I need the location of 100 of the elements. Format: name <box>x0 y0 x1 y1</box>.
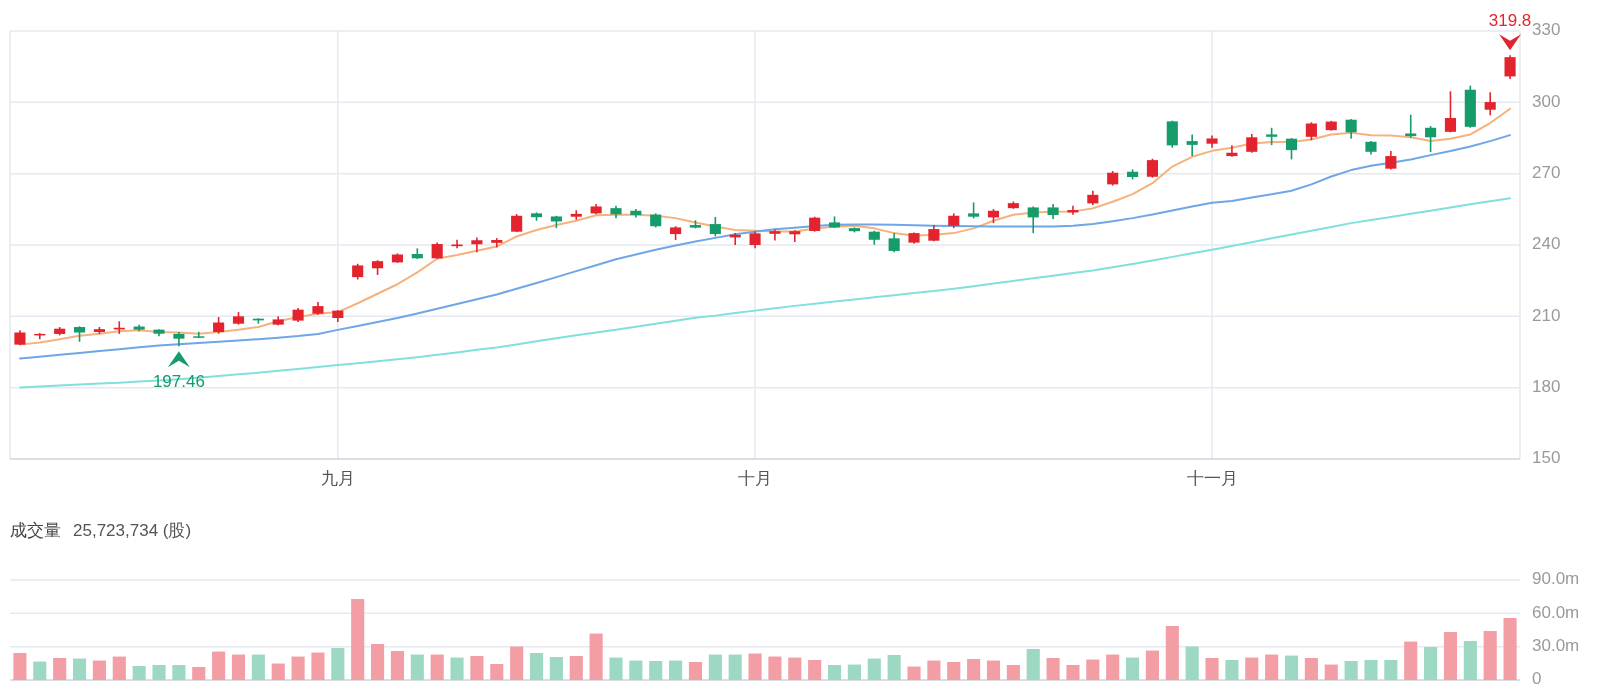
bar <box>1126 657 1140 680</box>
candlestick <box>1504 54 1516 80</box>
annotation: 197.46 <box>152 372 205 392</box>
bar <box>1324 664 1338 680</box>
bar <box>1145 650 1159 680</box>
bar <box>13 653 27 680</box>
bar <box>510 646 524 680</box>
bar <box>271 663 285 680</box>
candlestick <box>1146 157 1158 179</box>
bar <box>192 667 206 680</box>
bar <box>669 660 683 680</box>
bar <box>33 661 47 680</box>
bar <box>708 654 722 680</box>
candlestick <box>1285 137 1298 161</box>
bar <box>1086 659 1100 680</box>
bar <box>1503 618 1517 680</box>
bar <box>1106 654 1120 680</box>
bar <box>92 660 106 680</box>
x-tick-label: 九月 <box>320 469 355 488</box>
bar <box>231 654 246 680</box>
bar <box>212 651 226 680</box>
bar <box>251 654 265 680</box>
bar <box>1344 661 1358 680</box>
bar <box>291 656 305 680</box>
bar <box>728 654 742 680</box>
line-series <box>18 134 1512 360</box>
bar <box>1463 641 1477 680</box>
bar <box>867 658 881 680</box>
bar <box>53 658 67 680</box>
bar <box>371 644 385 680</box>
line-series <box>18 197 1512 389</box>
bar <box>331 648 345 680</box>
bar <box>1483 631 1497 680</box>
y-tick-label: 180 <box>1532 377 1561 397</box>
bar <box>1265 654 1279 680</box>
bar <box>549 657 563 680</box>
bar <box>1384 660 1398 680</box>
bar <box>629 660 643 680</box>
bar <box>927 660 941 680</box>
candlestick <box>1345 118 1357 140</box>
y-tick-label: 210 <box>1532 305 1561 325</box>
bar <box>1284 655 1299 680</box>
candlestick <box>1027 205 1039 234</box>
candlestick <box>471 236 483 254</box>
bar <box>470 656 484 680</box>
candlestick <box>789 229 801 243</box>
y-tick-label: 240 <box>1532 234 1561 254</box>
bar <box>172 665 186 680</box>
candlestick <box>888 232 900 253</box>
bar <box>1304 658 1318 680</box>
line-series <box>18 107 1512 346</box>
candlestick <box>1186 133 1198 157</box>
bar <box>967 659 981 680</box>
bar <box>311 652 325 680</box>
bar <box>1205 658 1219 680</box>
bar <box>112 656 126 680</box>
chart-subtitle: 25,723,734 (股) <box>73 521 192 540</box>
bar <box>390 651 404 680</box>
bar <box>569 656 583 680</box>
y-tick-label: 300 <box>1532 91 1561 111</box>
bar <box>788 657 802 680</box>
bar <box>887 655 901 680</box>
candlestick <box>1405 113 1417 139</box>
bar <box>1225 660 1239 680</box>
bar <box>1404 641 1418 680</box>
bar <box>450 657 464 680</box>
x-tick-label: 十月 <box>738 469 773 488</box>
bar <box>748 653 762 680</box>
candlestick <box>1444 90 1457 134</box>
bar <box>1026 649 1040 680</box>
bar <box>589 633 603 680</box>
y-tick-label: 60.0m <box>1532 602 1580 622</box>
bar <box>827 665 842 680</box>
bar <box>72 658 87 680</box>
chart-title: 成交量 <box>10 521 61 540</box>
y-tick-label: 270 <box>1532 163 1561 183</box>
bar <box>1046 658 1060 680</box>
y-tick-label: 30.0m <box>1532 636 1580 656</box>
bar <box>808 660 822 680</box>
candlestick <box>1067 204 1079 216</box>
bar <box>1364 660 1378 680</box>
bar <box>1424 647 1438 680</box>
bar <box>529 653 544 680</box>
candlestick <box>1246 133 1258 154</box>
bar <box>1245 657 1259 680</box>
bar <box>490 664 504 680</box>
y-tick-label: 0 <box>1532 669 1542 689</box>
bar <box>1443 632 1458 680</box>
candlestick <box>570 209 582 221</box>
bar <box>430 654 444 680</box>
bar <box>410 654 424 680</box>
bar <box>1185 646 1199 680</box>
bar <box>907 666 921 680</box>
bar <box>132 666 146 680</box>
bar <box>609 657 623 680</box>
bar <box>986 660 1001 680</box>
bar <box>768 656 782 680</box>
bar <box>947 662 961 680</box>
bar <box>1066 665 1080 680</box>
bar <box>1165 626 1179 680</box>
